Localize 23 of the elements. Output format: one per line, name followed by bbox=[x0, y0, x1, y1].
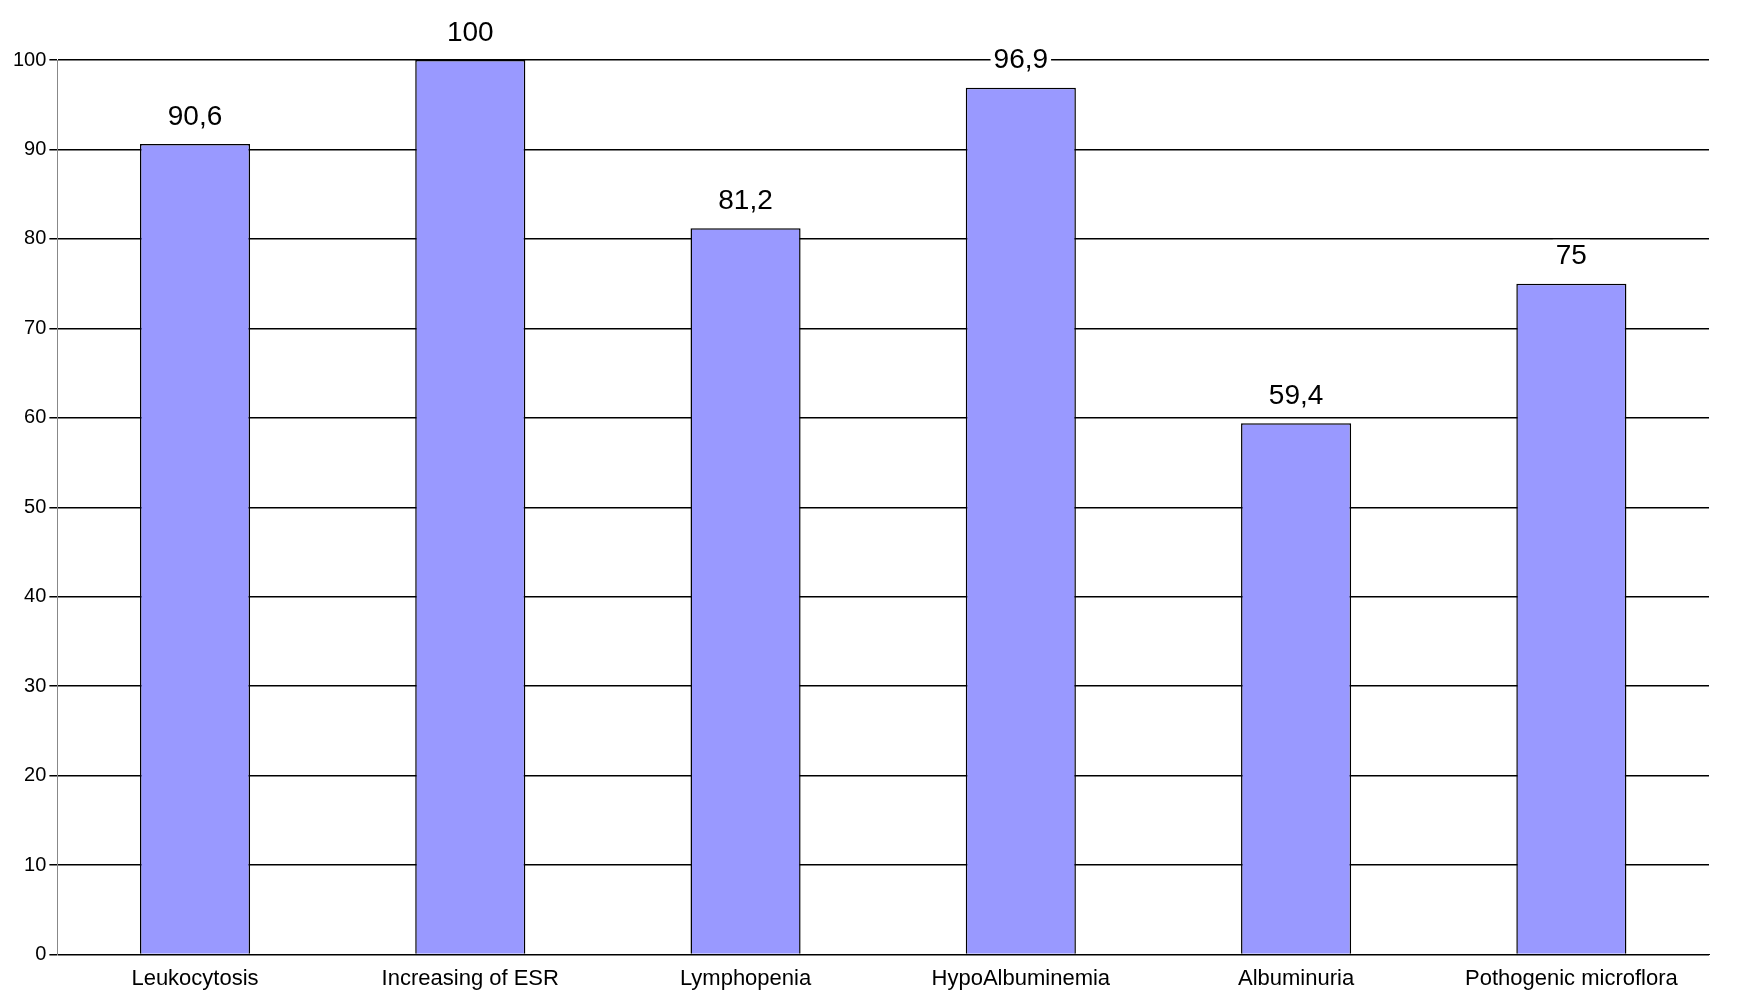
y-tick-label: 70 bbox=[24, 315, 47, 338]
y-tick-label: 10 bbox=[24, 852, 47, 875]
x-tick-label: Pothogenic microflora bbox=[1464, 964, 1679, 990]
data-label: 90,6 bbox=[167, 99, 223, 131]
data-label: 100 bbox=[446, 15, 494, 47]
y-tick-label: 40 bbox=[24, 584, 47, 607]
x-tick-label: HypoAlbuminemia bbox=[931, 964, 1111, 990]
y-tick-label: 100 bbox=[12, 47, 47, 70]
y-tick-label: 20 bbox=[24, 763, 47, 786]
y-tick-label: 0 bbox=[35, 942, 47, 965]
x-tick-label: Leukocytosis bbox=[131, 964, 259, 990]
data-label: 96,9 bbox=[993, 43, 1049, 75]
y-tick-label: 30 bbox=[24, 673, 47, 696]
data-label: 75 bbox=[1555, 239, 1587, 271]
y-tick-label: 80 bbox=[24, 226, 47, 249]
y-tick-label: 90 bbox=[24, 136, 47, 159]
x-tick-label: Albuminuria bbox=[1238, 964, 1355, 990]
y-tick-label: 60 bbox=[24, 405, 47, 428]
data-label: 59,4 bbox=[1268, 378, 1324, 410]
y-tick-label: 50 bbox=[24, 494, 47, 517]
x-tick-label: Lymphopenia bbox=[679, 964, 812, 990]
x-tick-label: Increasing of ESR bbox=[381, 964, 559, 990]
data-label: 81,2 bbox=[718, 183, 773, 215]
